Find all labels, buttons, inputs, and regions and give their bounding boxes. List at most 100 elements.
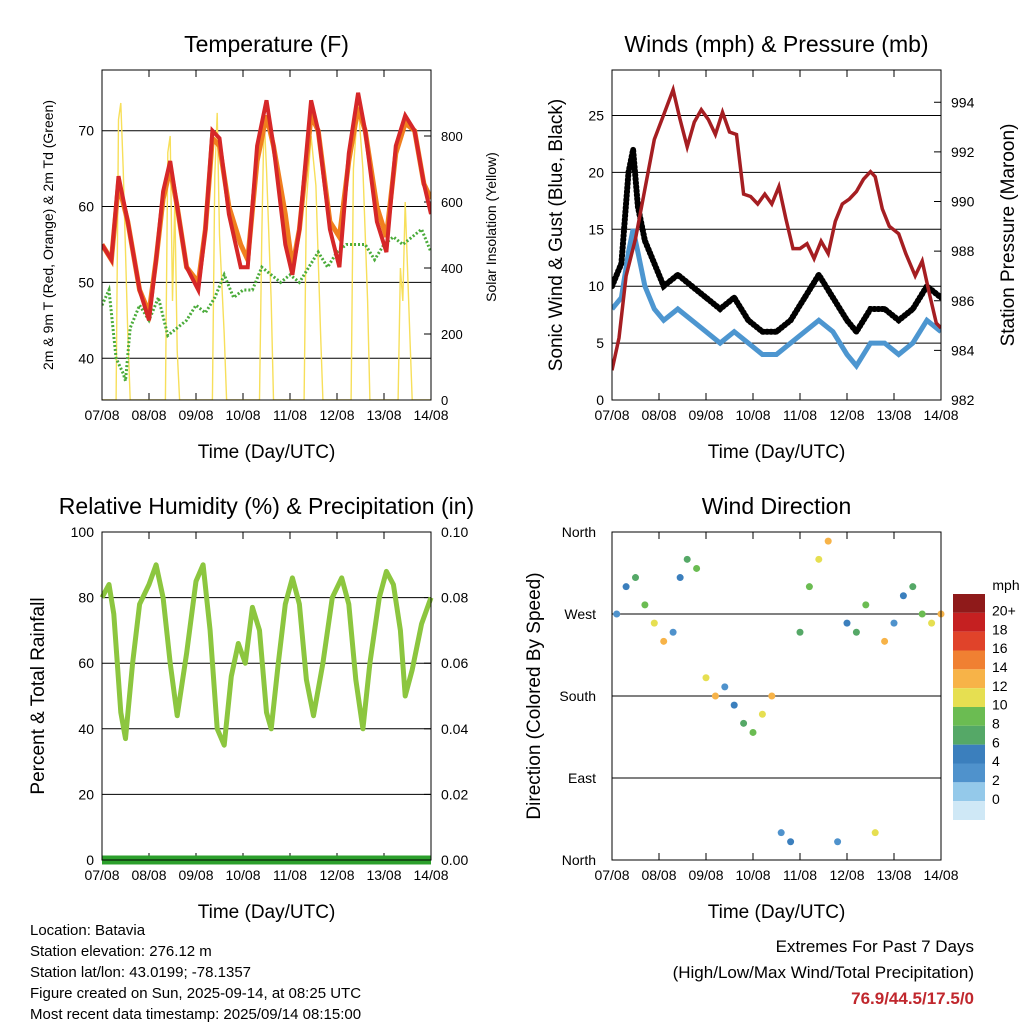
direction-point [641, 601, 649, 609]
panel-1: Temperature (F) Time (Day/UTC) 07/08 08/08 0… [40, 31, 499, 463]
station-elevation: Station elevation: 276.12 m [30, 943, 212, 960]
extremes-subtitle: (High/Low/Max Wind/Total Precipitation) [672, 963, 974, 982]
extremes-title: Extremes For Past 7 Days [775, 937, 974, 956]
y-tick-label: East [568, 770, 596, 786]
x-tick-label: 09/08 [178, 407, 213, 423]
y2-tick-label: 0.02 [441, 786, 468, 802]
extremes-box: Extremes For Past 7 Days (High/Low/Max W… [673, 934, 974, 1012]
direction-point [881, 637, 889, 645]
y-tick-label: 70 [78, 123, 94, 139]
direction-point [862, 601, 870, 609]
y2-tick-label: 994 [951, 94, 975, 110]
direction-point [622, 583, 630, 591]
series-pressure [612, 83, 941, 371]
x-tick-label: 11/08 [783, 867, 817, 883]
direction-point [660, 637, 668, 645]
x-axis-label: Time (Day/UTC) [708, 442, 846, 463]
colorbar-cell [953, 763, 985, 783]
y-tick-label: 60 [78, 655, 94, 671]
direction-point [650, 619, 658, 627]
y-tick-label: 25 [588, 108, 604, 124]
y-tick-label: 40 [78, 721, 94, 737]
x-tick-label: 12/08 [829, 867, 864, 883]
colorbar-cell [953, 669, 985, 689]
direction-point [632, 574, 639, 582]
direction-point [777, 829, 785, 837]
x-tick-label: 09/08 [688, 867, 723, 883]
colorbar-cell [953, 707, 985, 726]
y2-tick-label: 0.06 [441, 655, 468, 671]
y-axis-label: 2m & 9m T (Red, Orange) & 2m Td (Green) [40, 100, 56, 370]
direction-point [749, 728, 757, 736]
x-tick-label: 07/08 [84, 867, 119, 883]
direction-point [824, 537, 832, 545]
y2-tick-label: 990 [951, 194, 975, 210]
x-tick-label: 11/08 [783, 407, 817, 423]
chart-title: Relative Humidity (%) & Precipitation (i… [59, 493, 474, 519]
x-tick-label: 13/08 [876, 867, 911, 883]
direction-point [899, 592, 907, 600]
y-tick-label: 10 [588, 278, 604, 294]
extremes-value: 76.9/44.5/17.5/0 [851, 989, 974, 1008]
y2-tick-label: 0.08 [441, 590, 468, 606]
x-tick-label: 07/08 [594, 407, 629, 423]
x-tick-label: 11/08 [273, 407, 307, 423]
colorbar-label: 0 [992, 791, 1000, 807]
colorbar: mph 20+ 18 16 14 12 10 8 6 4 2 0 [953, 577, 1020, 820]
y2-axis-label: Station Pressure (Maroon) [998, 124, 1019, 347]
direction-point [711, 692, 719, 700]
direction-point [890, 619, 898, 627]
station-location: Location: Batavia [30, 922, 146, 939]
colorbar-cell [953, 725, 985, 745]
series-rh [99, 562, 434, 748]
y-tick-label: 5 [596, 335, 604, 351]
y-tick-label: North [562, 852, 596, 868]
x-axis-label: Time (Day/UTC) [198, 902, 336, 923]
colorbar-label: 6 [992, 734, 1000, 750]
x-tick-label: 08/08 [131, 407, 166, 423]
x-tick-label: 07/08 [84, 407, 119, 423]
x-tick-label: 08/08 [641, 867, 676, 883]
direction-point [909, 583, 917, 591]
direction-point [730, 701, 738, 709]
direction-point [843, 619, 851, 627]
figure-created: Figure created on Sun, 2025-09-14, at 08… [30, 985, 362, 1002]
x-axis-label: Time (Day/UTC) [198, 442, 336, 463]
x-tick-label: 14/08 [923, 407, 958, 423]
y-tick-label: 20 [588, 164, 604, 180]
y2-tick-label: 992 [951, 144, 975, 160]
y-axis-label: Sonic Wind & Gust (Blue, Black) [546, 99, 567, 371]
y2-tick-label: 0.04 [441, 721, 468, 737]
chart-title: Wind Direction [702, 493, 852, 519]
y2-tick-label: 800 [441, 129, 463, 144]
direction-point [796, 628, 804, 636]
y2-tick-label: 0.00 [441, 852, 468, 868]
colorbar-label: 12 [992, 678, 1008, 694]
series-gust [612, 149, 941, 337]
x-tick-label: 13/08 [366, 407, 401, 423]
colorbar-cell [953, 801, 985, 820]
recent-timestamp: Most recent data timestamp: 2025/09/14 0… [30, 1006, 362, 1023]
y-tick-label: 40 [78, 350, 94, 366]
series-wind [612, 228, 941, 371]
y-tick-label: 100 [71, 524, 95, 540]
station-latlon: Station lat/lon: 43.0199; -78.1357 [30, 964, 252, 981]
direction-point [928, 619, 936, 627]
y-tick-label: 15 [588, 221, 604, 237]
y2-tick-label: 982 [951, 392, 975, 408]
y2-axis-label: Solar Insolation (Yellow) [483, 152, 499, 302]
direction-point [918, 610, 926, 618]
colorbar-cell [953, 782, 985, 802]
y-tick-label: 50 [78, 274, 94, 290]
chart-title: Winds (mph) & Pressure (mb) [624, 31, 928, 57]
series-dewpoint [102, 226, 431, 382]
direction-point [834, 838, 842, 846]
chart-title: Temperature (F) [184, 31, 349, 57]
x-tick-label: 12/08 [829, 407, 864, 423]
colorbar-cell [953, 650, 985, 670]
x-axis-label: Time (Day/UTC) [708, 902, 846, 923]
y2-tick-label: 400 [441, 261, 463, 276]
y-tick-label: 20 [78, 786, 94, 802]
colorbar-cell [953, 612, 985, 632]
x-tick-label: 08/08 [131, 867, 166, 883]
